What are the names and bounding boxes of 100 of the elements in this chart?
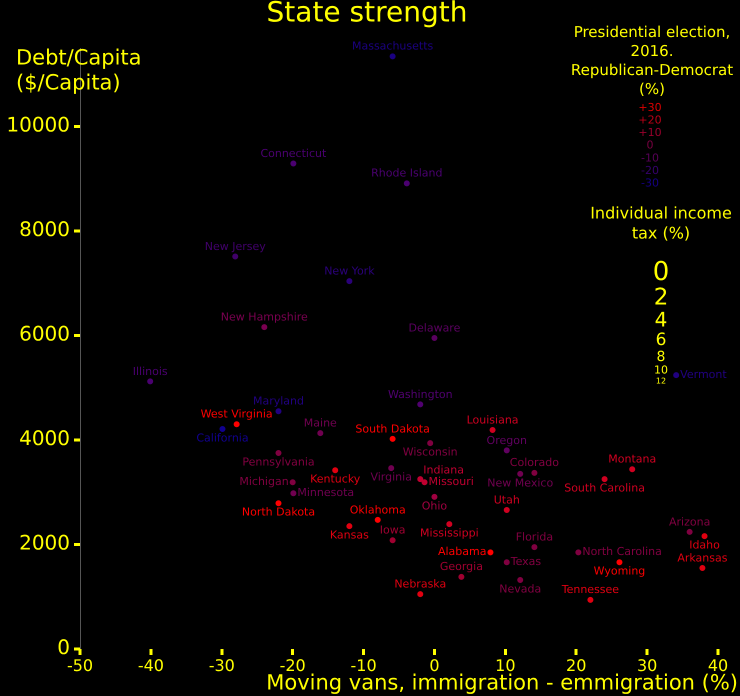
series-label: Minnesota [297, 486, 354, 500]
series-label: South Dakota [355, 422, 430, 436]
point [317, 430, 324, 436]
series-label: Maine [304, 416, 338, 430]
point [346, 278, 352, 284]
point [575, 549, 582, 556]
point [390, 537, 396, 544]
point [587, 596, 594, 603]
point [702, 533, 708, 540]
series-label: Tennessee [560, 583, 620, 596]
annotation: 10 [654, 364, 668, 377]
series-label: Oklahoma [350, 503, 406, 516]
series-label: Wisconsin [402, 445, 458, 458]
chart-title: State strength [266, 0, 468, 28]
point [147, 378, 154, 384]
point [686, 528, 693, 535]
point [517, 577, 524, 584]
series-label: Nebraska [394, 577, 446, 590]
annotation: Presidential election, 2016. Republican-Democrat (%) [570, 22, 734, 98]
annotation: 0 [646, 138, 654, 152]
point [388, 465, 394, 472]
series-label: New Mexico [487, 476, 554, 490]
series-label: Montana [608, 452, 656, 466]
point [404, 180, 410, 186]
series-label: Colorado [510, 456, 560, 470]
point [346, 523, 352, 530]
series-label: New Jersey [204, 240, 266, 253]
y-tick-label: 2000 [19, 530, 70, 555]
series-label: Florida [516, 530, 554, 544]
series-label: Maryland [252, 394, 304, 408]
point [290, 479, 296, 486]
point [275, 450, 282, 456]
point [261, 324, 268, 330]
point [531, 470, 538, 476]
annotation: -30 [641, 176, 659, 190]
series-label: Indiana [423, 464, 464, 477]
series-label: Oregon [486, 434, 527, 447]
x-tick-label: -40 [138, 656, 164, 675]
annotation: -20 [641, 164, 659, 177]
annotation: +30 [638, 100, 662, 114]
annotation: -10 [641, 151, 659, 164]
y-tick-label: 4000 [19, 426, 70, 450]
series-label: Michigan [239, 475, 289, 488]
annotation: +20 [638, 113, 662, 126]
series-label: Kansas [330, 528, 370, 542]
series-label: Wyoming [594, 564, 646, 578]
point [602, 476, 608, 482]
point [616, 559, 622, 566]
series-label: Arizona [668, 515, 710, 528]
point [673, 372, 680, 378]
series-label: Idaho [689, 538, 720, 552]
point [232, 254, 238, 260]
point [504, 559, 510, 566]
series-label: Ohio [422, 499, 448, 512]
point [431, 494, 438, 500]
annotation: +10 [638, 126, 662, 140]
annotation: 8 [656, 348, 666, 365]
point [458, 574, 464, 580]
series-label: Rhode Island [371, 166, 442, 180]
point [517, 470, 524, 477]
point [275, 408, 282, 414]
point [275, 500, 282, 506]
series-label: Nevada [499, 582, 542, 596]
point [487, 549, 494, 556]
point [374, 516, 381, 523]
point [332, 467, 338, 474]
series-label: South Carolina [564, 482, 645, 495]
point [417, 591, 424, 598]
point [699, 564, 706, 571]
point [290, 490, 296, 496]
point [390, 436, 396, 442]
point [219, 426, 226, 432]
series-label: Mississippi [420, 526, 479, 540]
y-tick-label: 10000 [6, 112, 70, 137]
point [490, 427, 496, 434]
point [390, 53, 396, 60]
series-label: Missouri [428, 475, 474, 488]
series-label: Delaware [408, 321, 461, 334]
annotation: 6 [656, 330, 666, 350]
point [417, 401, 424, 408]
y-tick-label: 8000 [19, 217, 70, 242]
series-label: North Dakota [242, 506, 316, 519]
series-label: Virginia [370, 470, 412, 484]
series-label: Kentucky [310, 472, 361, 486]
series-label: Georgia [440, 560, 483, 574]
point [431, 335, 438, 342]
series-label: Illinois [132, 364, 168, 378]
series-label: Louisiana [466, 413, 519, 426]
point [446, 521, 452, 528]
point [504, 447, 510, 454]
point [504, 506, 510, 513]
annotation: Individual income tax (%) [590, 203, 732, 242]
series-label: Alabama [438, 545, 486, 558]
series-label: Texas [510, 555, 542, 568]
series-label: New Hampshire [220, 310, 308, 324]
point [417, 476, 424, 482]
series-label: West Virginia [200, 408, 273, 421]
series-label: Arkansas [677, 551, 728, 564]
annotation: 12 [656, 376, 666, 386]
y-axis-title: Debt/Capita ($/Capita) [16, 45, 142, 94]
